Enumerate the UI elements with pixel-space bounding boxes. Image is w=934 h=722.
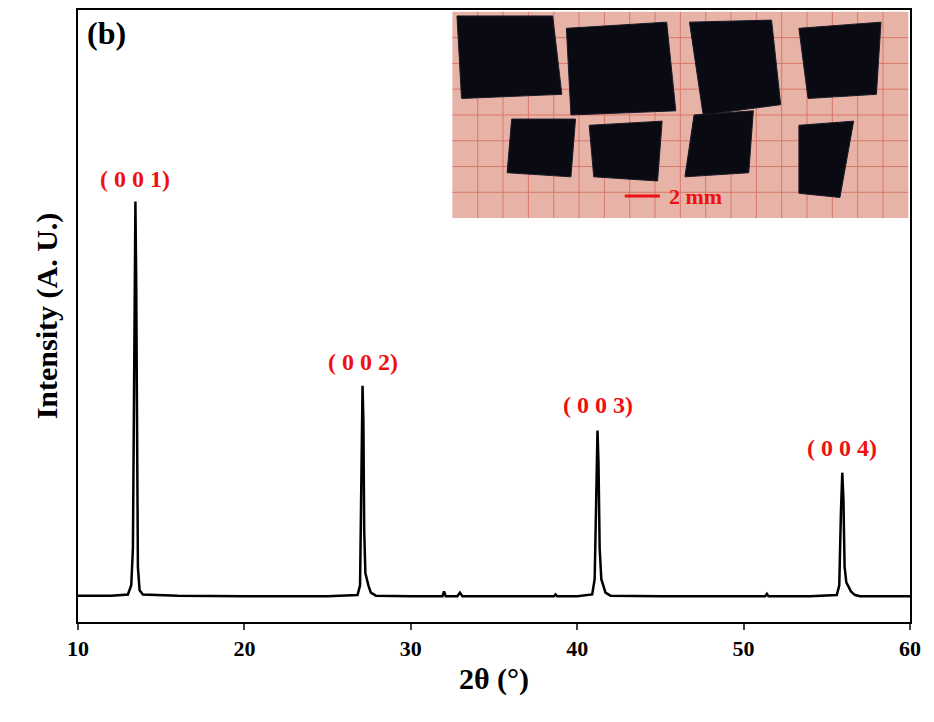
svg-text:20: 20 [233, 636, 255, 661]
svg-text:50: 50 [733, 636, 755, 661]
svg-text:2 mm: 2 mm [669, 184, 722, 209]
svg-text:( 0 0 1): ( 0 0 1) [100, 166, 170, 192]
svg-text:( 0 0 3): ( 0 0 3) [563, 392, 633, 418]
svg-text:( 0 0 4): ( 0 0 4) [807, 435, 877, 461]
svg-text:( 0 0 2): ( 0 0 2) [328, 349, 398, 375]
svg-text:40: 40 [566, 636, 588, 661]
svg-text:2θ (°): 2θ (°) [459, 662, 529, 696]
svg-text:10: 10 [67, 636, 89, 661]
svg-text:30: 30 [400, 636, 422, 661]
svg-text:(b): (b) [87, 15, 126, 51]
svg-text:Intensity (A. U.): Intensity (A. U.) [30, 213, 64, 420]
svg-text:60: 60 [899, 636, 921, 661]
